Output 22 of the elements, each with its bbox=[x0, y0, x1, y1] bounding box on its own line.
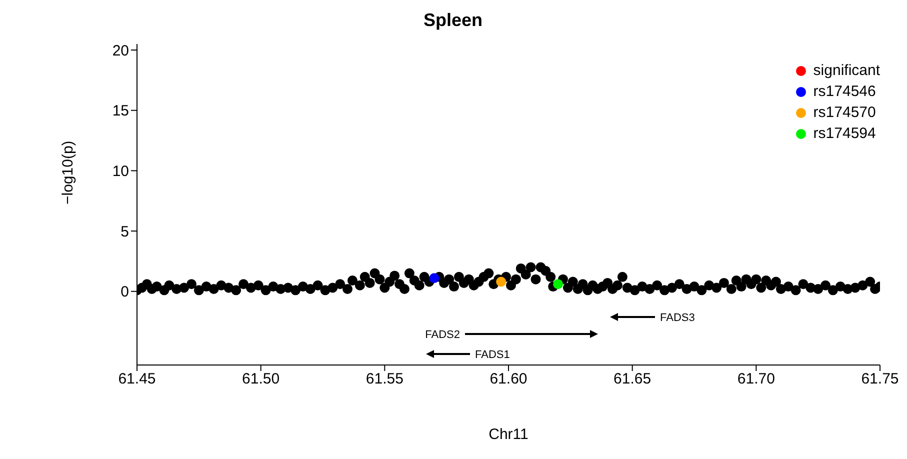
chart-title: Spleen bbox=[422, 10, 484, 31]
x-tick-label: 61.75 bbox=[861, 370, 899, 388]
y-axis-title: −log10(p) bbox=[59, 140, 76, 204]
x-tick-label: 61.65 bbox=[614, 370, 652, 388]
y-tick-label: 20 bbox=[112, 42, 129, 60]
x-tick-label: 61.60 bbox=[490, 370, 528, 388]
x-axis-title: Chr11 bbox=[488, 426, 528, 443]
legend-label: rs174570 bbox=[813, 104, 876, 121]
x-tick-label: 61.55 bbox=[366, 370, 404, 388]
x-tick-label: 61.50 bbox=[242, 370, 280, 388]
legend-label: rs174546 bbox=[813, 83, 876, 100]
x-tick-label: 61.45 bbox=[118, 370, 156, 388]
x-tick-label: 61.70 bbox=[737, 370, 775, 388]
annotation: FADS2 bbox=[425, 329, 460, 341]
legend-label: rs174594 bbox=[813, 125, 876, 142]
y-tick-label: 15 bbox=[112, 102, 129, 120]
annotation: FADS1 bbox=[475, 349, 510, 361]
legend-label: significant bbox=[813, 62, 880, 79]
y-tick-label: 0 bbox=[120, 284, 129, 301]
annotation: FADS3 bbox=[660, 312, 695, 324]
y-tick-label: 10 bbox=[112, 163, 129, 180]
y-tick-label: 5 bbox=[120, 223, 129, 240]
